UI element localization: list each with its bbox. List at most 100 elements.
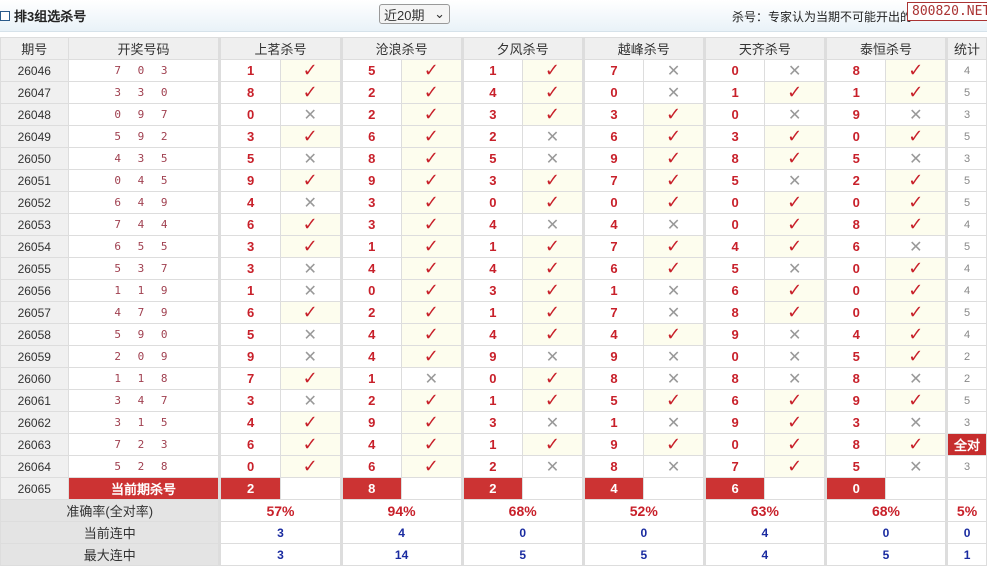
kill-number: 9 (823, 103, 887, 126)
kill-number: 2 (339, 103, 403, 126)
kill-number: 5 (702, 169, 766, 192)
square-icon (0, 10, 10, 21)
check-icon: ✓ (522, 59, 584, 82)
kill-number: 0 (581, 191, 645, 214)
draw-number: 3 3 0 (67, 81, 221, 104)
issue-number: 26062 (0, 411, 69, 434)
current-kill-number: 0 (823, 477, 887, 500)
max-streak-row-value: 5 (460, 543, 584, 566)
stat-value: 全对 (945, 433, 987, 456)
kill-number: 6 (218, 301, 281, 324)
check-icon: ✓ (401, 455, 463, 478)
check-icon: ✓ (522, 235, 584, 258)
cross-icon: ✕ (643, 279, 705, 302)
kill-number: 5 (702, 257, 766, 280)
kill-number: 1 (460, 59, 524, 82)
header-expert-2: 沧浪杀号 (339, 37, 463, 60)
check-icon: ✓ (401, 125, 463, 148)
draw-number: 4 7 9 (67, 301, 221, 324)
cross-icon: ✕ (764, 103, 826, 126)
kill-number: 9 (702, 323, 766, 346)
kill-number: 3 (460, 411, 524, 434)
kill-number: 7 (581, 59, 645, 82)
max-streak-row-value: 14 (339, 543, 463, 566)
kill-number: 3 (460, 279, 524, 302)
stat-value: 4 (945, 213, 987, 236)
stat-value: 5 (945, 125, 987, 148)
empty-cell (643, 477, 705, 500)
check-icon: ✓ (643, 257, 705, 280)
check-icon: ✓ (279, 235, 342, 258)
check-icon: ✓ (885, 323, 948, 346)
draw-number: 7 2 3 (67, 433, 221, 456)
kill-number: 5 (823, 147, 887, 170)
kill-number: 8 (702, 147, 766, 170)
kill-number: 3 (339, 191, 403, 214)
check-icon: ✓ (279, 455, 342, 478)
kill-number: 6 (702, 279, 766, 302)
check-icon: ✓ (401, 433, 463, 456)
check-icon: ✓ (279, 125, 342, 148)
kill-number: 2 (339, 301, 403, 324)
empty-cell (885, 477, 948, 500)
cross-icon: ✕ (764, 367, 826, 390)
check-icon: ✓ (522, 301, 584, 324)
table-row: 26053 7 4 4 6 ✓ 3 ✓ 4 ✕ 4 ✕ 0 ✓ 8 ✓ 4 (0, 213, 987, 236)
draw-number: 3 1 5 (67, 411, 221, 434)
check-icon: ✓ (643, 389, 705, 412)
check-icon: ✓ (522, 103, 584, 126)
kill-number: 5 (339, 59, 403, 82)
header-expert-5: 天齐杀号 (702, 37, 826, 60)
stat-value: 2 (945, 345, 987, 368)
issue-number: 26063 (0, 433, 69, 456)
kill-number: 8 (702, 367, 766, 390)
issue-number: 26049 (0, 125, 69, 148)
header-expert-6: 泰恒杀号 (823, 37, 948, 60)
draw-number: 7 0 3 (67, 59, 221, 82)
kill-number: 3 (581, 103, 645, 126)
kill-number: 6 (218, 433, 281, 456)
issue-number: 26052 (0, 191, 69, 214)
current-streak-row-label: 当前连中 (0, 521, 221, 544)
stat-value: 3 (945, 411, 987, 434)
check-icon: ✓ (764, 389, 826, 412)
kill-number: 2 (339, 389, 403, 412)
cross-icon: ✕ (643, 455, 705, 478)
kill-number: 4 (218, 411, 281, 434)
kill-number: 2 (823, 169, 887, 192)
kill-number: 4 (218, 191, 281, 214)
header-expert-3: 夕风杀号 (460, 37, 584, 60)
stat-value: 5 (945, 235, 987, 258)
empty-cell (401, 477, 463, 500)
check-icon: ✓ (279, 213, 342, 236)
cross-icon: ✕ (764, 169, 826, 192)
check-icon: ✓ (764, 147, 826, 170)
kill-number: 6 (581, 257, 645, 280)
check-icon: ✓ (401, 147, 463, 170)
cross-icon: ✕ (522, 213, 584, 236)
table-row: 26051 0 4 5 9 ✓ 9 ✓ 3 ✓ 7 ✓ 5 ✕ 2 ✓ 5 (0, 169, 987, 192)
stat-value: 5 (945, 169, 987, 192)
issue-number: 26059 (0, 345, 69, 368)
empty-cell (764, 477, 826, 500)
period-select[interactable]: 近20期 ⌄ (379, 4, 450, 24)
cross-icon: ✕ (885, 147, 948, 170)
max-streak-row: 最大连中 3 14 5 5 4 5 1 (0, 543, 987, 566)
current-kill-number: 2 (460, 477, 524, 500)
current-streak-row: 当前连中 3 4 0 0 4 0 0 (0, 521, 987, 544)
kill-number: 9 (218, 169, 281, 192)
kill-number: 8 (823, 213, 887, 236)
accuracy-row-value: 68% (823, 499, 948, 522)
brand-watermark: 800820.NET (907, 2, 987, 21)
cross-icon: ✕ (764, 257, 826, 280)
check-icon: ✓ (764, 455, 826, 478)
empty-cell (522, 477, 584, 500)
check-icon: ✓ (643, 235, 705, 258)
check-icon: ✓ (643, 323, 705, 346)
kill-number: 9 (581, 433, 645, 456)
draw-number: 4 3 5 (67, 147, 221, 170)
kill-number: 6 (339, 455, 403, 478)
kill-number: 7 (581, 235, 645, 258)
period-select-value: 近20期 (384, 7, 425, 23)
kill-number: 6 (702, 389, 766, 412)
